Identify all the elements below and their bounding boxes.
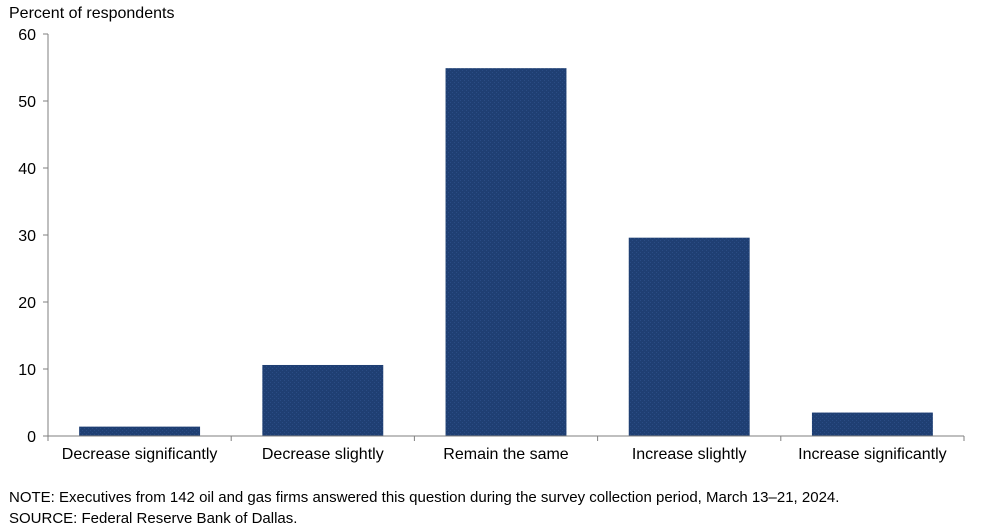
y-tick-label: 20 [18, 295, 36, 312]
y-tick-label: 60 [18, 27, 36, 44]
x-category-label: Decrease significantly [62, 446, 218, 463]
y-tick-label: 10 [18, 362, 36, 379]
y-tick-label: 40 [18, 161, 36, 178]
bar-increase-significantly [811, 412, 933, 436]
x-category-label: Increase significantly [798, 446, 947, 463]
y-axis-ticks: 0 10 20 30 40 50 60 [18, 27, 48, 446]
y-tick-label: 50 [18, 94, 36, 111]
y-axis-title: Percent of respondents [9, 5, 174, 22]
bar-decrease-significantly [79, 426, 201, 436]
x-category-label: Remain the same [443, 446, 568, 463]
x-axis-ticks [47, 436, 965, 441]
y-tick-label: 0 [27, 429, 36, 446]
x-category-label: Increase slightly [632, 446, 747, 463]
bar-increase-slightly [628, 237, 750, 436]
source-text: SOURCE: Federal Reserve Bank of Dallas. [9, 510, 298, 527]
bar-remain-the-same [445, 68, 567, 437]
note-text: NOTE: Executives from 142 oil and gas fi… [9, 489, 840, 506]
y-tick-label: 30 [18, 228, 36, 245]
bar-series [79, 68, 933, 437]
bar-decrease-slightly [262, 364, 384, 436]
x-axis-labels: Decrease significantly Decrease slightly R… [62, 446, 947, 463]
x-category-label: Decrease slightly [262, 446, 384, 463]
